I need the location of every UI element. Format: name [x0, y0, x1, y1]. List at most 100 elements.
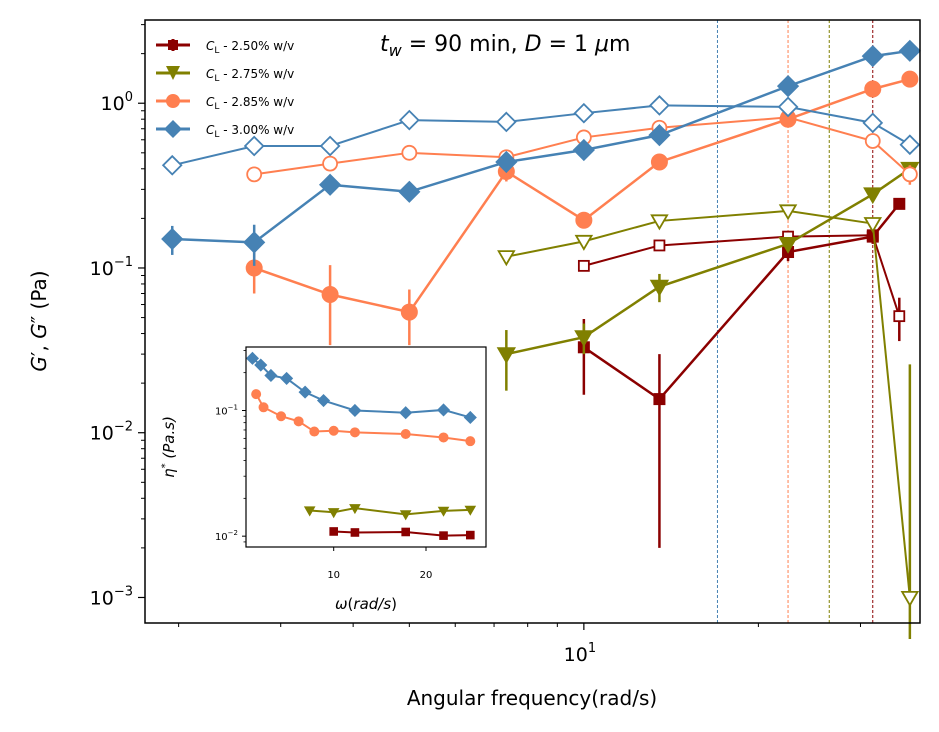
- chart-title: tw = 90 min, D = 1 μm: [380, 32, 630, 60]
- inset-series-4-point: [316, 393, 331, 408]
- series-4-G_double_prime-point: [899, 134, 921, 156]
- inset-series-1-point: [329, 527, 338, 536]
- series-2-G_prime-point: [574, 330, 594, 348]
- series-4-G_prime-point: [572, 138, 595, 162]
- inset-series: [245, 351, 477, 540]
- series-1-G_double_prime-point: [577, 259, 590, 272]
- inset-series-3-point: [349, 427, 360, 438]
- legend-entry-1: CL - 2.50% w/v: [156, 39, 294, 56]
- y-axis-label: G′, G″ (Pa): [27, 270, 51, 371]
- series-4-G_double_prime-point: [573, 102, 595, 124]
- series-3-G_prime-point: [864, 80, 882, 98]
- inset-series-2-line: [309, 507, 471, 516]
- inset-y-axis-label: η* (Pa.s): [160, 416, 178, 478]
- inset-series-3-line: [255, 393, 471, 443]
- inset-series-4-line: [251, 357, 471, 419]
- series-4-G_prime-point: [318, 173, 342, 196]
- inset-series-4-point: [245, 351, 260, 365]
- inset-series-4-point: [463, 410, 477, 425]
- series-4-G_prime-point: [861, 45, 884, 68]
- series-4-G_prime-line: [172, 49, 911, 244]
- inset-series-2-point: [303, 506, 316, 517]
- legend-marker-square: [168, 40, 178, 50]
- inset-series-1-point: [350, 528, 360, 537]
- series-3-G_prime-point: [901, 70, 919, 88]
- inset-series-3-point: [309, 426, 320, 437]
- inset-series-2-point: [327, 508, 340, 519]
- series-3-G_prime-point: [650, 153, 668, 171]
- series-4-G_prime-point: [898, 39, 921, 62]
- series-2-G_double_prime-line: [506, 209, 911, 598]
- inset-series-4-point: [264, 368, 278, 383]
- legend-entry-3: CL - 2.85% w/v: [156, 94, 294, 112]
- inset-series-1-point: [401, 527, 410, 537]
- series-3-G_double_prime-point: [901, 166, 918, 183]
- series-2-G_double_prime-point: [863, 217, 883, 234]
- inset-series-3-point: [328, 425, 339, 436]
- series-4-G_double_prime-point: [777, 96, 799, 118]
- inset-series-1-point: [439, 531, 448, 540]
- series-1-G_double_prime-point: [893, 310, 906, 323]
- legend: CL - 2.50% w/v CL - 2.75% w/v CL - 2.85%…: [156, 39, 294, 140]
- series-4-G_double_prime-point: [649, 95, 670, 116]
- inset-series-3-point: [400, 429, 411, 440]
- series-1-G_prime-point: [893, 197, 906, 210]
- y-tick-label: 10−3: [90, 584, 133, 609]
- y-tick-label: 10−1: [90, 255, 133, 280]
- inset-series-4-point: [298, 385, 312, 399]
- legend-label-1: CL - 2.50% w/v: [206, 39, 294, 56]
- series-2-G_double_prime-point: [900, 590, 920, 607]
- series-4-G_prime-point: [398, 180, 421, 203]
- inset-x-axis-label: ω(rad/s): [335, 595, 397, 613]
- inset-series-2-point: [399, 510, 412, 521]
- inset-y-tick-label: 10−1: [215, 403, 238, 417]
- inset-series-1-point: [466, 530, 475, 540]
- inset-series-3-point: [438, 432, 449, 443]
- legend-label-3: CL - 2.85% w/v: [206, 95, 294, 112]
- inset-x-tick-label: 20: [420, 570, 433, 581]
- inset-series-4-point: [399, 406, 413, 420]
- series-4-G_prime-point: [776, 75, 800, 98]
- series-4-G_prime-point: [243, 231, 266, 254]
- series-2-G_prime-point: [863, 187, 883, 205]
- series-3-G_prime-point: [321, 286, 339, 304]
- legend-label-2: CL - 2.75% w/v: [206, 67, 294, 84]
- series-3-G_double_prime-point: [864, 133, 881, 149]
- x-tick-label: 101: [564, 641, 596, 666]
- series-3-G_double_prime-point: [246, 166, 263, 183]
- series-2-G_prime-point: [778, 237, 798, 254]
- series-2-G_prime-point: [496, 347, 517, 364]
- series-2-G_double_prime-point: [650, 214, 669, 231]
- inset-series-4-point: [348, 403, 362, 418]
- series-3-G_prime-point: [575, 211, 593, 229]
- inset-ticks: 10 20 10−2 10−1: [215, 350, 433, 581]
- series-2-G_prime-point: [649, 279, 670, 297]
- inset-series-3-point: [276, 411, 287, 422]
- series-2-G_double_prime-point: [574, 234, 594, 251]
- y-tick-label: 10−2: [90, 420, 133, 445]
- inset-series-4-point: [436, 403, 451, 417]
- series-4-G_double_prime-point: [495, 111, 517, 133]
- inset-series-3-point: [293, 416, 304, 427]
- series-4-G_prime-point: [648, 124, 671, 147]
- x-axis-label: Angular frequency(rad/s): [407, 686, 657, 710]
- series-4-G_double_prime-line: [172, 104, 911, 167]
- legend-marker-diamond: [164, 120, 182, 138]
- legend-marker-triangle: [166, 66, 180, 80]
- series-4-G_double_prime-point: [862, 112, 884, 134]
- inset-series-3-point: [258, 402, 269, 413]
- inset-axes-frame: [245, 346, 487, 548]
- legend-entry-4: CL - 3.00% w/v: [156, 120, 294, 140]
- inset-series-4-point: [254, 358, 268, 372]
- series-3-G_double_prime-point: [401, 144, 418, 161]
- inset-x-tick-label: 10: [327, 570, 340, 581]
- inset-series-3-point: [465, 436, 476, 447]
- inset-series-2-point: [349, 504, 361, 515]
- inset-chart: 10 20 10−2 10−1 ω(rad/s) η* (Pa.s): [160, 346, 487, 613]
- series-4-G_double_prime-point: [398, 109, 420, 131]
- inset-series-4-point: [280, 371, 294, 385]
- y-tick-label: 100: [101, 90, 133, 115]
- inset-series-2-point: [437, 506, 450, 517]
- series-4-G_prime-point: [495, 150, 518, 174]
